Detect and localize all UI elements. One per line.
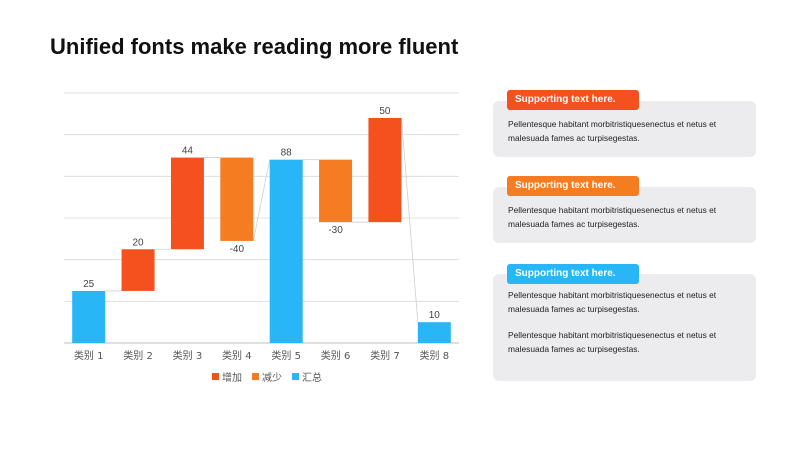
info-card-2: Pellentesque habitant morbitristiquesene… — [493, 187, 756, 243]
bar-8 — [417, 322, 451, 343]
card-1-tag: Supporting text here. — [507, 90, 639, 110]
info-card-1: Pellentesque habitant morbitristiquesene… — [493, 101, 756, 157]
category-label-8: 类别 8 — [420, 349, 450, 362]
data-label-3: 44 — [182, 146, 194, 157]
legend-label-decrease: 减少 — [262, 373, 282, 384]
card-2-tag: Supporting text here. — [507, 176, 639, 196]
bar-6 — [319, 159, 353, 223]
info-card-3: Pellentesque habitant morbitristiquesene… — [493, 274, 756, 381]
data-label-5: 88 — [281, 148, 293, 159]
bar-7 — [368, 118, 402, 223]
data-label-6: -30 — [328, 225, 343, 236]
category-label-3: 类别 3 — [173, 349, 203, 362]
data-label-2: 20 — [133, 237, 145, 248]
card-3-tag: Supporting text here. — [507, 264, 639, 284]
category-label-6: 类别 6 — [321, 349, 351, 362]
card-3-body-1: Pellentesque habitant morbitristiquesene… — [508, 290, 717, 314]
category-label-7: 类别 7 — [370, 349, 400, 362]
legend-swatch-total — [292, 373, 299, 380]
legend-label-increase: 增加 — [222, 373, 242, 384]
category-label-2: 类别 2 — [123, 349, 153, 362]
bar-4 — [220, 157, 254, 241]
category-label-4: 类别 4 — [222, 349, 252, 362]
legend-label-total: 汇总 — [302, 373, 322, 384]
data-label-7: 50 — [379, 106, 391, 117]
legend-swatch-decrease — [252, 373, 259, 380]
card-2-body: Pellentesque habitant morbitristiquesene… — [508, 205, 717, 229]
category-label-5: 类别 5 — [271, 349, 301, 362]
legend-item-decrease: 减少 — [252, 369, 282, 384]
card-1-body: Pellentesque habitant morbitristiquesene… — [508, 119, 717, 143]
category-label-1: 类别 1 — [74, 349, 104, 362]
page-title: Unified fonts make reading more fluent — [50, 34, 459, 59]
data-label-8: 10 — [429, 310, 441, 321]
bar-3 — [170, 157, 204, 250]
bar-1 — [72, 290, 106, 343]
connector-line — [252, 159, 271, 241]
data-label-4: -40 — [230, 244, 245, 255]
bar-2 — [121, 249, 155, 291]
legend-swatch-increase — [212, 373, 219, 380]
legend-item-total: 汇总 — [292, 369, 322, 384]
legend-item-increase: 增加 — [212, 369, 242, 384]
card-3-body-2: Pellentesque habitant morbitristiquesene… — [508, 330, 717, 354]
chart-legend: 增加 减少 汇总 — [212, 369, 322, 384]
connector-line — [401, 117, 419, 323]
data-label-1: 25 — [83, 279, 95, 290]
bar-5 — [269, 159, 303, 343]
